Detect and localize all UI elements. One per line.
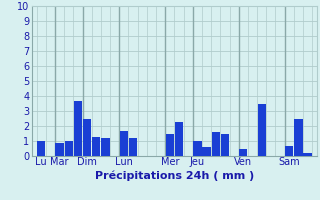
Bar	[166, 134, 174, 156]
Bar	[83, 118, 91, 156]
Bar	[129, 138, 137, 156]
Bar	[303, 153, 312, 156]
Bar	[285, 146, 293, 156]
Bar	[239, 148, 247, 156]
Bar	[294, 118, 303, 156]
X-axis label: Précipitations 24h ( mm ): Précipitations 24h ( mm )	[95, 170, 254, 181]
Bar	[175, 121, 183, 156]
Bar	[65, 141, 73, 156]
Bar	[101, 138, 110, 156]
Bar	[37, 141, 45, 156]
Bar	[258, 104, 266, 156]
Bar	[203, 147, 211, 156]
Bar	[193, 141, 202, 156]
Bar	[212, 132, 220, 156]
Bar	[221, 134, 229, 156]
Bar	[74, 100, 82, 156]
Bar	[92, 137, 100, 156]
Bar	[55, 142, 64, 156]
Bar	[120, 130, 128, 156]
